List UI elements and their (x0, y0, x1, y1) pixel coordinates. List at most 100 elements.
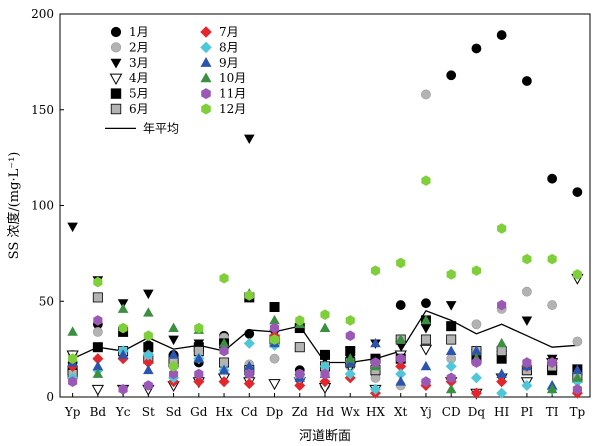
x-tick-label: TI (546, 405, 559, 419)
legend-label: 11月 (219, 87, 246, 101)
x-tick-label: Hd (316, 405, 334, 419)
data-point (218, 364, 230, 375)
data-point (68, 353, 78, 364)
data-point (572, 384, 582, 395)
y-tick-label: 150 (31, 103, 54, 117)
data-point (143, 380, 153, 391)
legend-marker (109, 73, 123, 85)
data-point (421, 298, 431, 309)
data-point (92, 292, 103, 303)
data-point (320, 368, 330, 380)
data-point (193, 353, 205, 363)
legend-label: 8月 (219, 40, 239, 54)
y-axis-title: SS 浓度/(mg·L⁻¹) (6, 152, 22, 260)
data-point (269, 322, 280, 334)
x-tick-label: PI (520, 405, 533, 419)
data-point (572, 269, 582, 280)
data-point (395, 334, 407, 344)
series-11月 (68, 299, 582, 395)
data-point (370, 357, 381, 368)
data-point (445, 383, 457, 394)
x-tick-label: Yc (115, 405, 131, 419)
y-tick-label: 0 (46, 390, 54, 404)
legend-marker (110, 88, 122, 99)
legend-marker (200, 26, 212, 38)
data-point (572, 364, 583, 375)
data-point (92, 353, 104, 365)
data-point (446, 269, 456, 280)
data-point (496, 337, 507, 348)
x-tick-label: Zd (292, 405, 308, 419)
data-point (243, 378, 255, 390)
x-tick-label: Hx (215, 405, 232, 419)
data-point (67, 222, 78, 233)
data-point (269, 353, 280, 364)
x-tick-label: Yp (64, 405, 81, 419)
data-point (143, 307, 154, 317)
data-point (421, 175, 431, 186)
legend-marker (201, 88, 211, 100)
data-point (244, 368, 254, 380)
data-point (319, 360, 331, 372)
data-point (446, 70, 457, 81)
data-point (219, 272, 229, 284)
x-tick-label: Bd (90, 405, 107, 419)
legend-marker (200, 41, 212, 54)
data-point (118, 384, 128, 395)
data-point (522, 76, 532, 86)
data-point (269, 334, 280, 345)
x-tick-label: Dp (266, 405, 284, 419)
legend-label: 3月 (129, 56, 149, 70)
data-point (471, 43, 482, 54)
data-point (168, 335, 179, 346)
data-point (395, 300, 406, 310)
data-point (168, 361, 179, 372)
data-point (572, 372, 583, 382)
data-point (496, 387, 508, 399)
data-point (295, 368, 305, 380)
data-point (345, 315, 355, 326)
data-markers (66, 30, 584, 400)
data-point (395, 376, 407, 386)
data-point (547, 173, 558, 184)
data-point (496, 368, 507, 378)
data-point (522, 357, 532, 368)
data-point (117, 349, 129, 359)
data-point (295, 315, 305, 326)
data-point (445, 360, 457, 372)
data-point (521, 379, 533, 392)
data-point (572, 187, 583, 197)
legend-marker (110, 103, 122, 115)
x-tick-label: HI (494, 405, 509, 419)
data-point (421, 89, 431, 100)
data-point (522, 253, 532, 265)
legend-label: 2月 (129, 40, 149, 54)
data-point (244, 290, 254, 301)
data-point (243, 360, 255, 371)
x-tick-label: Gd (190, 405, 208, 419)
data-point (471, 319, 482, 330)
data-point (193, 376, 205, 388)
data-point (268, 379, 281, 391)
data-point (345, 330, 355, 342)
x-tick-label: Yj (419, 405, 432, 419)
data-point (420, 314, 432, 325)
data-point (269, 301, 280, 312)
data-point (497, 223, 507, 234)
data-point (218, 337, 230, 348)
legend-label: 5月 (129, 87, 149, 101)
x-tick-label: Wx (341, 405, 360, 419)
data-point (320, 309, 330, 320)
data-point (194, 322, 204, 334)
data-point (67, 326, 78, 336)
data-point (91, 384, 105, 396)
data-point (244, 328, 255, 339)
data-point (294, 342, 305, 353)
data-point (420, 334, 431, 345)
data-point (521, 316, 533, 326)
data-point (497, 299, 507, 311)
data-point (420, 360, 432, 371)
data-point (445, 345, 457, 355)
data-point (319, 376, 331, 388)
data-point (142, 349, 154, 361)
